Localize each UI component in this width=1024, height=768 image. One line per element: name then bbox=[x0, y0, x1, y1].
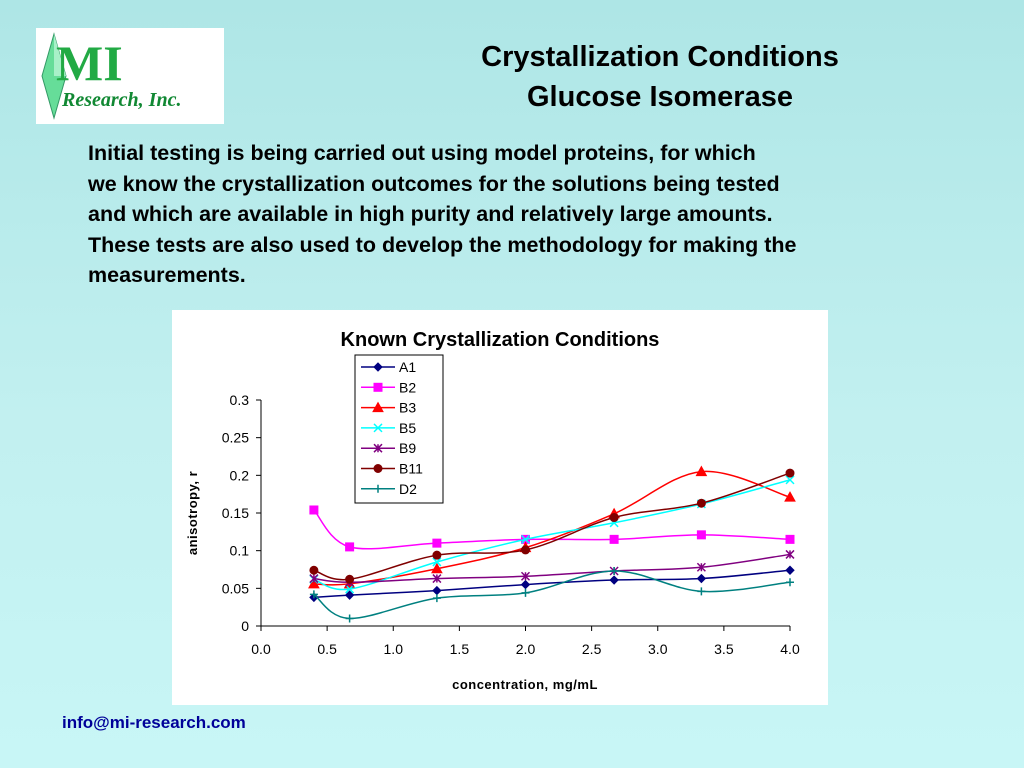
data-point-d2 bbox=[432, 594, 441, 603]
data-point-b11 bbox=[696, 498, 706, 508]
x-tick-label: 3.5 bbox=[714, 641, 734, 657]
x-axis-label: concentration, mg/mL bbox=[452, 677, 598, 692]
x-tick-label: 2.0 bbox=[516, 641, 536, 657]
data-point-b9 bbox=[696, 562, 706, 572]
data-point-a1 bbox=[785, 565, 795, 575]
data-point-b11 bbox=[432, 550, 442, 560]
data-point-b5 bbox=[345, 584, 355, 594]
data-point-b9 bbox=[785, 549, 795, 559]
data-point-b11 bbox=[609, 513, 619, 523]
data-point-b9 bbox=[520, 571, 531, 581]
data-point-b2 bbox=[309, 505, 319, 515]
x-tick-label: 0.0 bbox=[251, 641, 271, 657]
series-line-b2 bbox=[313, 509, 791, 550]
data-point-b2 bbox=[785, 534, 795, 544]
y-tick-label: 0.25 bbox=[222, 430, 249, 446]
data-point-b3 bbox=[784, 491, 796, 502]
y-tick-label: 0.05 bbox=[222, 580, 249, 596]
x-tick-label: 3.0 bbox=[648, 641, 668, 657]
legend-label-b9: B9 bbox=[399, 440, 416, 456]
chart-title: Known Crystallization Conditions bbox=[341, 329, 660, 351]
legend-marker-b3 bbox=[372, 401, 384, 413]
legend-label-b5: B5 bbox=[399, 420, 416, 436]
logo-mark: MI bbox=[56, 35, 123, 91]
legend-marker-b5 bbox=[373, 423, 383, 433]
line-chart: Known Crystallization Conditions 0 0.05 0.1… bbox=[185, 329, 800, 692]
data-point-b2 bbox=[609, 534, 619, 544]
data-point-a1 bbox=[696, 573, 707, 584]
x-tick-label: 0.5 bbox=[317, 641, 337, 657]
data-point-b5 bbox=[785, 475, 795, 485]
y-axis-label: anisotropy, r bbox=[185, 471, 200, 555]
intro-line: These tests are also used to develop the… bbox=[88, 232, 797, 257]
data-point-b9 bbox=[309, 574, 319, 584]
legend-label-d2: D2 bbox=[399, 481, 417, 497]
x-tick-label: 4.0 bbox=[780, 641, 800, 657]
data-point-b3 bbox=[308, 577, 320, 589]
data-point-d2 bbox=[345, 614, 354, 623]
data-point-b5 bbox=[432, 557, 442, 567]
intro-paragraph: Initial testing is being carried out usi… bbox=[88, 138, 968, 291]
intro-line: we know the crystallization outcomes for… bbox=[88, 171, 780, 196]
y-tick-label: 0 bbox=[241, 618, 249, 634]
data-point-b3 bbox=[431, 562, 443, 574]
data-point-b2 bbox=[696, 530, 706, 540]
legend-marker-a1 bbox=[373, 362, 383, 372]
chart-panel: Known Crystallization Conditions 0 0.05 0.1… bbox=[172, 310, 828, 705]
data-point-d2 bbox=[697, 587, 706, 596]
data-point-b11 bbox=[309, 565, 319, 575]
x-tick-label: 2.5 bbox=[582, 641, 602, 657]
y-tick-label: 0.1 bbox=[230, 543, 250, 559]
legend-label-b2: B2 bbox=[399, 379, 416, 395]
data-point-a1 bbox=[344, 590, 355, 600]
data-point-b11 bbox=[345, 574, 355, 584]
data-point-a1 bbox=[520, 579, 531, 590]
slide-title-line-1: Crystallization Conditions bbox=[481, 41, 839, 73]
y-tick-label: 0.3 bbox=[230, 392, 250, 408]
x-tick-label: 1.0 bbox=[384, 641, 404, 657]
x-tick-label: 1.5 bbox=[450, 641, 470, 657]
intro-line: Initial testing is being carried out usi… bbox=[88, 141, 756, 165]
legend-marker-d2 bbox=[374, 484, 382, 493]
data-point-b9 bbox=[432, 574, 442, 584]
legend-marker-b11 bbox=[373, 464, 383, 473]
slide-title-line-2: Glucose Isomerase bbox=[527, 81, 793, 113]
data-point-b5 bbox=[520, 534, 531, 544]
contact-email[interactable]: info@mi-research.com bbox=[62, 713, 246, 732]
y-tick-label: 0.15 bbox=[222, 505, 249, 521]
data-point-d2 bbox=[521, 588, 530, 597]
legend-box bbox=[354, 354, 444, 504]
intro-line: measurements. bbox=[88, 263, 246, 287]
data-point-b2 bbox=[432, 538, 442, 548]
company-logo: MI Research, Inc. bbox=[36, 28, 224, 124]
data-point-d2 bbox=[786, 578, 794, 587]
data-point-a1 bbox=[432, 585, 442, 596]
data-point-d2 bbox=[610, 567, 619, 576]
data-point-d2 bbox=[309, 590, 318, 599]
legend-label-b11: B11 bbox=[399, 461, 423, 477]
data-point-b11 bbox=[521, 545, 530, 555]
legend-marker-b9 bbox=[373, 443, 383, 453]
y-tick-label: 0.2 bbox=[230, 467, 250, 483]
data-point-b11 bbox=[785, 468, 795, 478]
data-point-b2 bbox=[345, 542, 355, 552]
legend-marker-b2 bbox=[373, 382, 383, 392]
logo-subtext: Research, Inc. bbox=[61, 89, 181, 111]
data-point-a1 bbox=[609, 575, 619, 585]
intro-line: and which are available in high purity a… bbox=[88, 202, 773, 226]
data-point-b3 bbox=[695, 465, 708, 477]
legend-label-b3: B3 bbox=[399, 400, 416, 416]
legend-label-a1: A1 bbox=[399, 359, 416, 375]
